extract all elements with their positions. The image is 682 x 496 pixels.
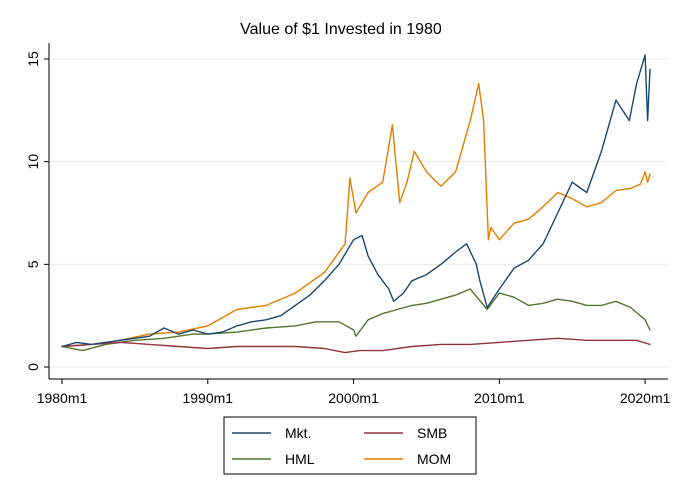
legend-label-mom: MOM — [417, 451, 451, 467]
x-tick-label: 2010m1 — [474, 390, 525, 406]
series-line-hml — [61, 288, 651, 352]
x-tick-label: 1980m1 — [37, 390, 88, 406]
y-tick-label: 0 — [25, 363, 41, 371]
legend-label-mkt: Mkt. — [285, 425, 311, 441]
legend-label-hml: HML — [285, 451, 315, 467]
grid-layer — [49, 58, 668, 368]
series-line-smb — [61, 337, 651, 354]
y-tick-label: 15 — [25, 51, 41, 67]
series-layer — [61, 54, 651, 354]
y-tick-label: 5 — [25, 260, 41, 268]
series-line-mom — [61, 82, 651, 348]
x-tick-label: 2020m1 — [620, 390, 671, 406]
y-tick-label: 10 — [25, 154, 41, 170]
legend-box — [223, 416, 477, 475]
x-tick-label: 2000m1 — [328, 390, 379, 406]
x-tick-label: 1990m1 — [182, 390, 233, 406]
legend-label-smb: SMB — [417, 425, 447, 441]
legend: Mkt. SMB HML MOM — [223, 416, 477, 475]
series-line-mkt — [61, 54, 651, 348]
chart-title: Value of $1 Invested in 1980 — [240, 21, 442, 38]
axis-layer: 0 5 10 15 1980m1 1990m1 2000m1 2010m1 2020m1 — [25, 43, 671, 406]
